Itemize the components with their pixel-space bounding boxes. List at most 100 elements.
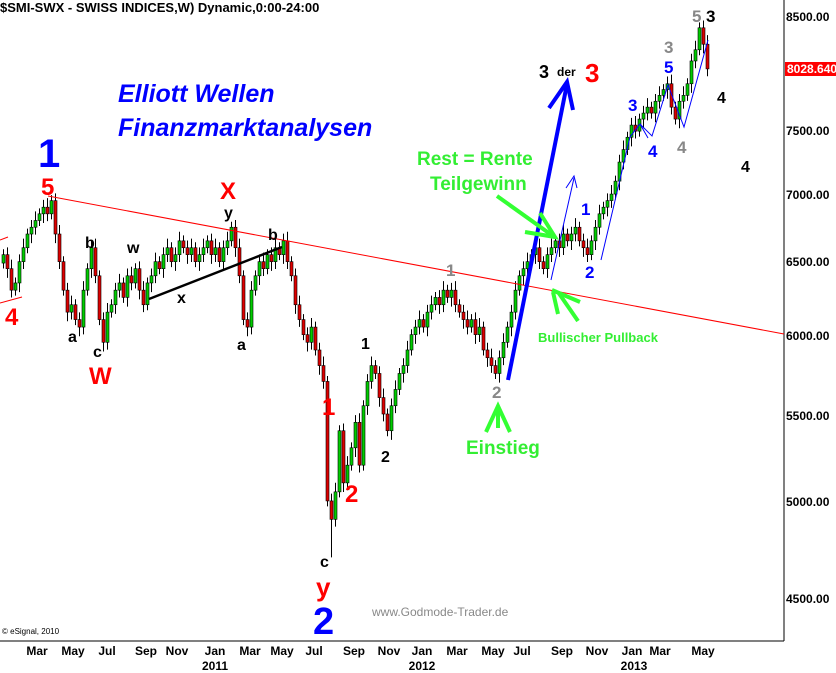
candle bbox=[629, 124, 634, 138]
candle bbox=[121, 282, 126, 298]
candle bbox=[433, 297, 438, 306]
candle bbox=[141, 289, 146, 306]
candle bbox=[309, 326, 314, 343]
candle bbox=[177, 240, 182, 255]
candle bbox=[493, 365, 498, 374]
candle bbox=[417, 319, 422, 328]
candle bbox=[657, 95, 662, 102]
wave-label: 3 bbox=[664, 38, 674, 57]
wave-label: y bbox=[224, 205, 233, 222]
candle bbox=[109, 304, 114, 313]
candle bbox=[589, 240, 594, 255]
wave-label: 2 bbox=[345, 481, 359, 508]
candle bbox=[593, 226, 598, 242]
candle bbox=[377, 373, 382, 398]
candle bbox=[13, 282, 18, 291]
wave-label: W bbox=[89, 363, 112, 390]
candle bbox=[77, 319, 82, 328]
x-tick: Nov bbox=[377, 644, 401, 658]
candle bbox=[65, 289, 70, 313]
candle bbox=[653, 100, 658, 114]
candle bbox=[285, 240, 290, 262]
watermark: www.Godmode-Trader.de bbox=[372, 605, 509, 619]
candle bbox=[373, 365, 378, 374]
candle bbox=[341, 430, 346, 484]
wave-label: 1 bbox=[581, 200, 591, 219]
headline-finanz: Finanzmarktanalysen bbox=[118, 114, 373, 142]
candle bbox=[37, 213, 42, 221]
candle bbox=[265, 254, 270, 269]
x-tick: May bbox=[691, 644, 715, 658]
candle bbox=[329, 500, 334, 520]
x-tick: Mar bbox=[26, 644, 48, 658]
candle bbox=[513, 289, 518, 313]
candle bbox=[349, 447, 354, 466]
wave-label: c bbox=[93, 344, 102, 361]
wave-label: b bbox=[85, 235, 95, 252]
candle bbox=[17, 261, 22, 284]
channel-line-upper bbox=[0, 236, 9, 241]
x-tick: Nov bbox=[165, 644, 189, 658]
candle bbox=[429, 304, 434, 313]
wave-label: x bbox=[177, 290, 186, 307]
candle bbox=[509, 311, 514, 328]
wave-label: 5 bbox=[664, 58, 674, 77]
candle bbox=[165, 247, 170, 255]
candle bbox=[369, 365, 374, 382]
candle bbox=[73, 304, 78, 320]
candle bbox=[701, 27, 706, 45]
candle bbox=[689, 60, 694, 85]
candle bbox=[313, 326, 318, 351]
der-label: der bbox=[557, 65, 576, 79]
candle bbox=[409, 334, 414, 351]
candle bbox=[537, 247, 542, 262]
candle bbox=[325, 381, 330, 502]
candle bbox=[189, 247, 194, 255]
candle bbox=[301, 319, 306, 335]
candle bbox=[425, 311, 430, 328]
y-tick: 6500.00 bbox=[786, 255, 830, 269]
candle bbox=[117, 282, 122, 291]
wave-label: X bbox=[220, 178, 237, 205]
candle bbox=[321, 365, 326, 382]
wave-label: 4 bbox=[741, 159, 750, 176]
candle bbox=[209, 240, 214, 255]
candle bbox=[245, 319, 250, 328]
candle bbox=[449, 289, 454, 298]
wave-label: w bbox=[127, 240, 140, 257]
candle bbox=[697, 27, 702, 51]
candle bbox=[85, 268, 90, 291]
candle bbox=[685, 83, 690, 96]
candle bbox=[497, 357, 502, 374]
x-wave-trendline bbox=[148, 245, 283, 301]
wave-label: b bbox=[268, 227, 278, 244]
candle bbox=[673, 106, 678, 120]
candle bbox=[201, 247, 206, 255]
candle bbox=[641, 112, 646, 120]
candle bbox=[365, 381, 370, 407]
candle bbox=[353, 422, 358, 449]
wave-label: 2 bbox=[492, 383, 502, 402]
x-tick: Mar bbox=[446, 644, 468, 658]
candle bbox=[397, 373, 402, 390]
candle bbox=[337, 430, 342, 493]
candle bbox=[217, 247, 222, 262]
bullish-pullback-label: Bullischer Pullback bbox=[538, 330, 658, 345]
x-tick: Nov bbox=[585, 644, 609, 658]
wave-label: 4 bbox=[717, 90, 726, 107]
chart-title: $SMI-SWX - SWISS INDICES,W) Dynamic,0:00… bbox=[0, 0, 320, 15]
candle bbox=[273, 247, 278, 262]
teilgewinn-label: Teilgewinn bbox=[430, 174, 527, 195]
headline-elliott: Elliott Wellen bbox=[118, 80, 275, 108]
candle bbox=[233, 226, 238, 249]
candle bbox=[205, 240, 210, 249]
candle bbox=[97, 275, 102, 320]
last-price-badge: 8028.640 bbox=[785, 62, 836, 76]
candle bbox=[169, 247, 174, 262]
candle bbox=[193, 247, 198, 262]
candle bbox=[181, 240, 186, 249]
candle bbox=[473, 319, 478, 335]
wave-label: 1 bbox=[446, 261, 456, 280]
x-tick: May bbox=[481, 644, 505, 658]
wave-label: 4 bbox=[648, 142, 658, 161]
